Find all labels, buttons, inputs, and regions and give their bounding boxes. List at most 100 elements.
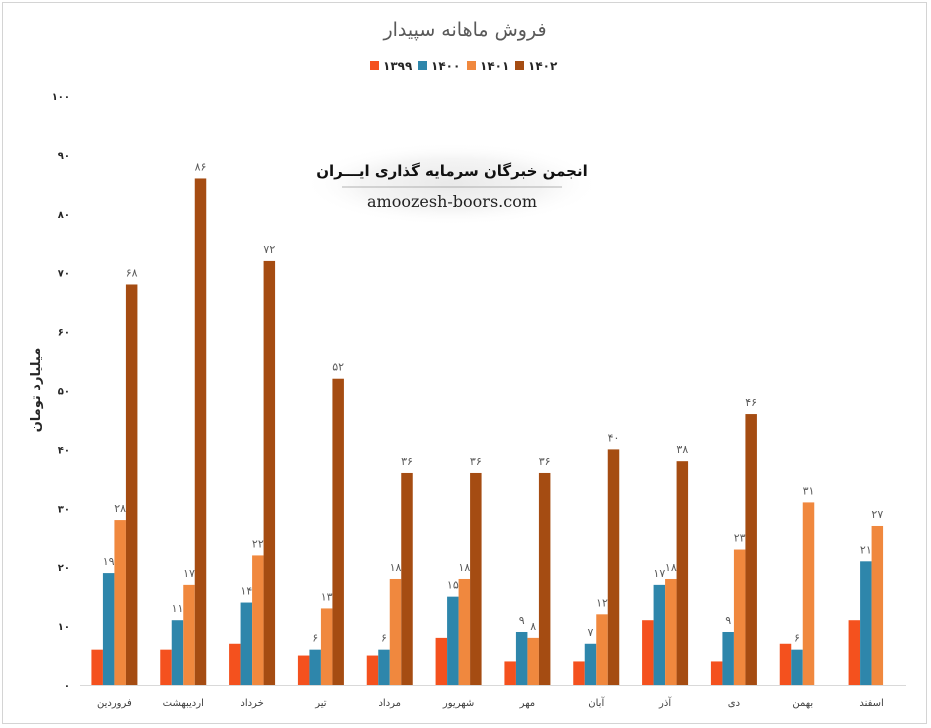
bar	[320, 608, 333, 685]
data-label: ۵۲	[332, 361, 344, 374]
bar	[779, 643, 792, 685]
bars	[91, 178, 884, 685]
data-label: ۱۸	[390, 561, 402, 574]
bar	[435, 637, 448, 685]
y-tick-label: ۷۰	[58, 269, 70, 280]
y-tick-label: ۶۰	[58, 328, 70, 339]
legend-swatch	[515, 61, 524, 70]
bar	[297, 655, 310, 685]
category-label: اسفند	[859, 698, 883, 709]
data-label: ۸۶	[195, 160, 207, 173]
legend-entry: ۱۴۰۱	[480, 59, 509, 73]
data-label: ۲۲	[252, 537, 264, 550]
bar	[733, 549, 746, 685]
bar	[860, 561, 872, 685]
data-label: ۶	[312, 632, 318, 645]
y-tick-label: ۱۰۰	[52, 92, 70, 103]
legend-swatch	[370, 61, 379, 70]
y-tick-label: ۴۰	[58, 445, 70, 456]
data-label: ۱۵	[447, 579, 459, 592]
bar	[791, 649, 803, 685]
data-label: ۱۷	[183, 567, 195, 580]
bar	[470, 472, 482, 685]
bar	[252, 555, 264, 685]
bar	[183, 584, 195, 685]
data-label: ۳۶	[470, 455, 482, 468]
data-label: ۹	[519, 614, 525, 627]
y-tick-label: ۲۰	[58, 563, 70, 574]
data-label: ۱۸	[665, 561, 677, 574]
data-label: ۲۷	[871, 508, 883, 521]
category-label: دی	[728, 698, 740, 709]
bar	[802, 502, 815, 685]
bar	[596, 614, 608, 685]
data-label: ۸	[530, 620, 536, 633]
y-tick-label: ۵۰	[58, 387, 70, 398]
data-label: ۱۹	[103, 555, 115, 568]
data-label: ۱۱	[172, 602, 184, 615]
bar	[665, 578, 677, 685]
watermark: انجمن خبرگان سرمایه گذاری ایـــران amooz…	[302, 142, 602, 226]
data-label: ۴۰	[608, 431, 620, 444]
bar	[366, 655, 379, 685]
data-label: ۷۲	[263, 243, 275, 256]
bar	[573, 661, 585, 685]
bar	[309, 649, 321, 685]
legend-entry: ۱۴۰۲	[528, 59, 558, 73]
bar	[653, 584, 666, 685]
category-label: مرداد	[378, 698, 401, 709]
y-tick-label: ۱۰	[58, 622, 70, 633]
bar	[389, 578, 402, 685]
data-label: ۳۸	[676, 443, 688, 456]
bar	[515, 631, 528, 685]
bar	[114, 520, 126, 685]
bar	[676, 461, 689, 685]
bar	[229, 643, 241, 685]
y-tick-label: ۰	[64, 681, 70, 692]
watermark-title: انجمن خبرگان سرمایه گذاری ایـــران	[316, 162, 588, 180]
legend-entry: ۱۴۰۰	[431, 59, 460, 73]
data-label: ۱۸	[458, 561, 470, 574]
category-label: بهمن	[792, 698, 813, 709]
y-axis-label: میلیارد تومان	[29, 348, 44, 433]
data-label: ۲۳	[734, 532, 746, 545]
bar	[332, 378, 344, 685]
y-tick-label: ۳۰	[58, 504, 70, 515]
bar	[848, 620, 861, 685]
data-label: ۳۱	[803, 484, 815, 497]
category-label: تیر	[314, 698, 327, 709]
data-label: ۱۷	[653, 567, 665, 580]
category-label: آبان	[588, 696, 605, 709]
bar	[263, 260, 276, 685]
data-label: ۳۶	[401, 455, 413, 468]
category-label: مهر	[519, 698, 535, 709]
bar	[584, 643, 597, 685]
category-label: خرداد	[240, 698, 263, 709]
bar	[538, 472, 551, 685]
bar	[401, 472, 413, 685]
bar	[607, 449, 620, 685]
y-tick-label: ۸۰	[58, 210, 70, 221]
bar	[504, 661, 516, 685]
bar	[458, 578, 471, 685]
bar	[642, 620, 654, 685]
bar	[91, 649, 103, 685]
bar	[160, 649, 172, 685]
data-label: ۶	[794, 632, 800, 645]
bar	[527, 637, 539, 685]
data-label: ۳۶	[539, 455, 551, 468]
bar	[871, 525, 884, 685]
y-tick-label: ۹۰	[58, 151, 70, 162]
bar	[710, 661, 723, 685]
chart-title: فروش ماهانه سپیدار	[382, 19, 546, 41]
legend-swatch	[418, 61, 427, 70]
bar	[194, 178, 207, 685]
data-label: ۶۸	[126, 266, 138, 279]
bar	[447, 596, 459, 685]
bar	[171, 620, 184, 685]
data-label: ۱۳	[321, 590, 333, 603]
watermark-url: amoozesh-boors.com	[367, 192, 537, 211]
category-labels: فروردین اردیبهشت خرداد تیر مرداد شهریور مهر آبا…	[97, 696, 884, 709]
